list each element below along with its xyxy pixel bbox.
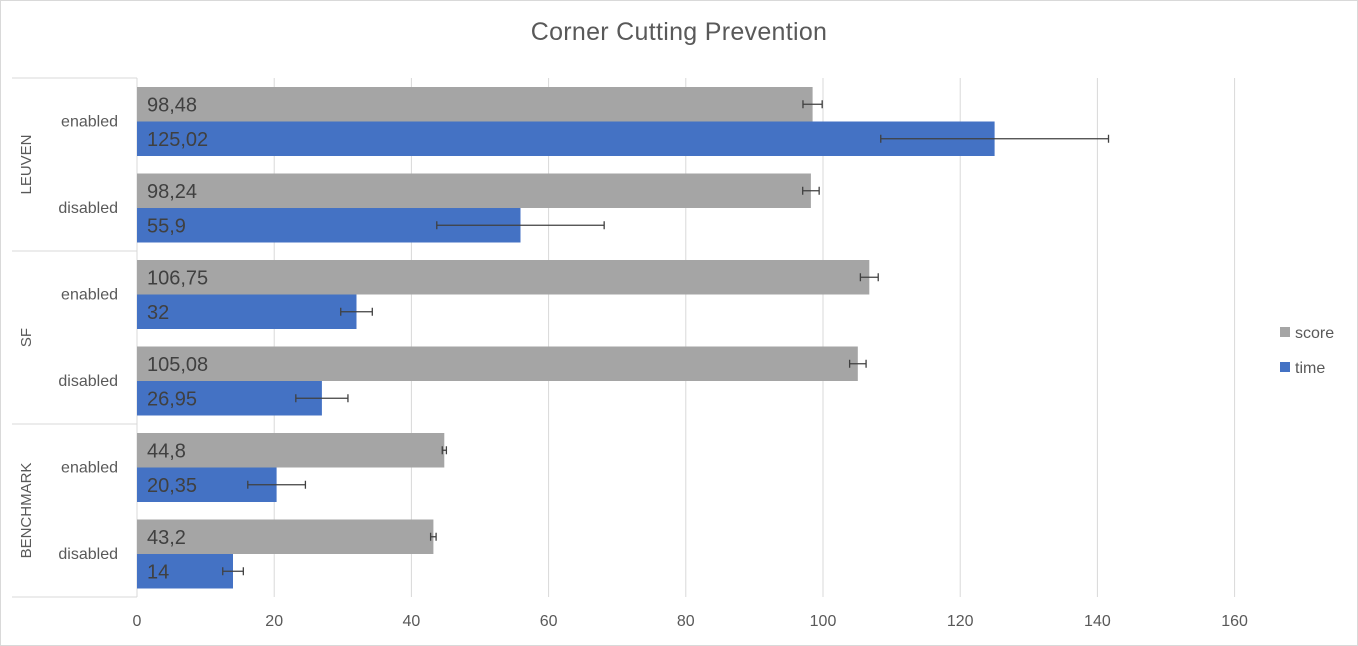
- data-label: 20,35: [147, 475, 197, 497]
- legend-label: time: [1295, 360, 1325, 377]
- data-label: 43,2: [147, 527, 186, 549]
- bar-score: [137, 433, 445, 468]
- bar-score: [137, 519, 434, 554]
- bar-time: [137, 294, 357, 329]
- data-label: 105,08: [147, 354, 208, 376]
- category-label: disabled: [58, 200, 118, 217]
- x-tick-label: 60: [540, 613, 558, 630]
- bar-time: [137, 554, 233, 589]
- category-label: disabled: [58, 373, 118, 390]
- x-tick-label: 0: [133, 613, 142, 630]
- legend-swatch-time: [1280, 362, 1290, 372]
- bar-time: [137, 381, 322, 416]
- bar-time: [137, 121, 995, 156]
- category-label: disabled: [58, 546, 118, 563]
- x-tick-label: 140: [1084, 613, 1111, 630]
- data-label: 44,8: [147, 440, 186, 462]
- data-label: 98,48: [147, 94, 197, 116]
- group-label: SF: [18, 328, 35, 347]
- chart-title: Corner Cutting Prevention: [530, 18, 828, 46]
- data-label: 32: [147, 302, 169, 324]
- legend-swatch-score: [1280, 327, 1290, 337]
- data-label: 26,95: [147, 388, 197, 410]
- data-label: 106,75: [147, 267, 208, 289]
- legend-label: score: [1295, 325, 1334, 342]
- data-label: 14: [147, 561, 169, 583]
- group-label: LEUVEN: [18, 134, 35, 194]
- data-label: 125,02: [147, 129, 208, 151]
- bar-score: [137, 346, 858, 381]
- bar-score: [137, 87, 813, 122]
- x-tick-label: 100: [810, 613, 837, 630]
- category-label: enabled: [61, 286, 118, 303]
- group-label: BENCHMARK: [18, 463, 35, 559]
- category-label: enabled: [61, 459, 118, 476]
- data-label: 55,9: [147, 215, 186, 237]
- x-tick-label: 160: [1221, 613, 1248, 630]
- bar-score: [137, 260, 870, 295]
- x-tick-label: 20: [265, 613, 283, 630]
- bar-score: [137, 173, 811, 208]
- x-tick-label: 120: [947, 613, 974, 630]
- x-tick-label: 40: [403, 613, 421, 630]
- category-label: enabled: [61, 113, 118, 130]
- x-tick-label: 80: [677, 613, 695, 630]
- data-label: 98,24: [147, 181, 197, 203]
